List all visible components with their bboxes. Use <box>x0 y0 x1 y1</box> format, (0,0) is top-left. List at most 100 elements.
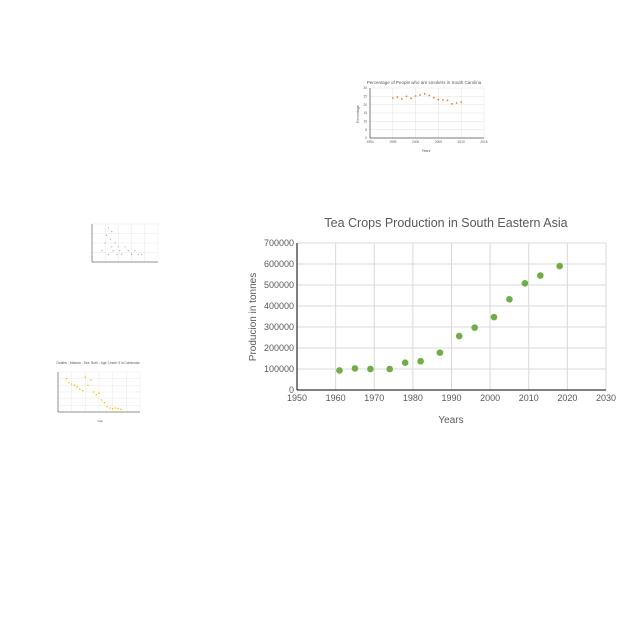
tea-data-point <box>336 367 343 374</box>
deaths-plot <box>57 371 141 413</box>
deaths-data-point <box>92 391 95 393</box>
tea-data-point <box>367 365 374 373</box>
tea-data-point <box>521 280 529 287</box>
smokers-x-axis-label: Years <box>422 149 431 153</box>
tea-x-tick-label: 1970 <box>364 393 384 403</box>
tea-x-tick-label: 1960 <box>326 393 346 403</box>
deaths-data-point <box>76 385 78 388</box>
scatter_small-data-point <box>131 253 133 255</box>
scatter_small-data-point <box>121 253 123 255</box>
scatter_small-data-point <box>119 250 121 252</box>
deaths-x-axis-label: Year <box>97 419 103 423</box>
deaths-data-point <box>98 392 100 395</box>
smokers-x-tick-label: 2010 <box>458 140 465 144</box>
deaths-data-point <box>103 401 106 404</box>
scatter_small-data-point <box>127 250 129 252</box>
smokers-x-tick-label: 1995 <box>389 140 396 144</box>
deaths-data-point <box>95 393 98 396</box>
tea-x-axis-label: Years <box>438 415 463 426</box>
scatter_small-data-point <box>107 227 110 229</box>
scatter-small-chart <box>91 223 159 263</box>
tea-x-tick-label: 2010 <box>519 393 539 403</box>
smokers-chart-title: Percentage of People who are smokers in … <box>367 80 482 85</box>
deaths-data-point <box>70 383 73 385</box>
smokers-data-point <box>423 92 426 95</box>
deaths-data-point <box>100 399 103 401</box>
smokers-x-tick-label: 2015 <box>480 140 487 144</box>
smokers-x-tick-label: 2000 <box>412 140 419 144</box>
smokers-y-tick-label: 0 <box>365 136 367 140</box>
smokers-data-point <box>396 96 399 99</box>
scatter_small-data-point <box>111 246 113 248</box>
tea-x-tick-label: 1990 <box>441 393 461 403</box>
smokers-y-tick-label: 10 <box>363 119 367 123</box>
tea-y-tick-label: 600000 <box>264 259 294 269</box>
deaths-data-point <box>117 407 119 410</box>
smokers-data-point <box>428 94 431 97</box>
smokers-y-tick-label: 20 <box>363 103 367 107</box>
scatter_small-data-point <box>140 253 143 255</box>
smokers-data-point <box>442 99 444 101</box>
smokers-data-point <box>432 96 435 99</box>
smokers-data-point <box>419 94 422 96</box>
smokers-data-point <box>446 99 449 102</box>
scatter_small-data-point <box>124 246 126 248</box>
tea-data-point <box>436 349 444 356</box>
deaths-data-point <box>111 407 114 410</box>
deaths-data-point <box>81 389 84 392</box>
deaths-data-point <box>120 408 122 411</box>
tea-data-point <box>351 365 359 372</box>
scatter_small-data-point <box>137 253 139 255</box>
smokers-data-point <box>460 101 463 104</box>
deaths-data-point <box>68 381 70 384</box>
scatter_small-data-point <box>105 234 108 236</box>
deaths-data-point <box>73 384 76 387</box>
deaths-data-point <box>65 377 67 380</box>
deaths-data-point <box>87 384 89 387</box>
tea-y-tick-label: 300000 <box>264 322 294 332</box>
smokers-y-tick-label: 5 <box>365 128 367 132</box>
scatter_small-data-point <box>114 242 116 244</box>
tea-chart: Tea Crops Production in South Eastern As… <box>248 216 616 426</box>
scatter_small-data-point <box>117 246 119 248</box>
deaths-data-point <box>84 376 87 379</box>
smokers-data-point <box>391 97 394 99</box>
tea-x-tick-label: 1950 <box>287 393 307 403</box>
deaths-data-point <box>109 407 111 409</box>
scatter_small-data-point <box>134 250 136 252</box>
tea-y-axis-label: Producion in tonnes <box>248 273 259 361</box>
tea-x-tick-label: 2000 <box>480 393 500 403</box>
tea-data-point <box>556 262 563 270</box>
tea-x-tick-label: 2020 <box>557 393 577 403</box>
scatter_small-data-point <box>112 250 114 252</box>
smokers-x-tick-label: 1990 <box>366 140 373 144</box>
tea-y-tick-label: 500000 <box>264 280 294 290</box>
smokers-data-point <box>401 97 403 100</box>
scatter-small-plot <box>91 223 159 263</box>
tea-plot: 1950 1960 1970 1980 1990 2000 2010 2020 2030 0 100… <box>264 238 616 403</box>
tea-data-point <box>471 324 478 331</box>
tea-y-tick-label: 200000 <box>264 343 294 353</box>
deaths-chart-title: Deaths - Malaria - Sex: Both - Age: Unde… <box>56 361 139 365</box>
smokers-x-tick-label: 2005 <box>435 140 442 144</box>
smokers-data-point <box>451 102 453 105</box>
tea-x-tick-label: 2030 <box>596 393 616 403</box>
tea-chart-title: Tea Crops Production in South Eastern As… <box>324 216 567 230</box>
smokers-y-tick-label: 25 <box>363 94 367 98</box>
smokers-data-point <box>405 95 408 98</box>
scatter_small-data-point <box>107 253 110 255</box>
smokers-y-axis-label: Percentage <box>356 105 360 123</box>
scatter_small-data-point <box>104 242 106 244</box>
deaths-data-point <box>114 407 117 409</box>
smokers-data-point <box>414 95 417 97</box>
tea-data-point <box>401 359 409 366</box>
scatter_small-data-point <box>116 253 118 255</box>
scatter_small-data-point <box>101 250 103 252</box>
tea-data-point <box>490 313 498 321</box>
smokers-data-point <box>437 98 440 101</box>
scatter_small-data-point <box>109 238 112 240</box>
smokers-y-tick-label: 15 <box>363 111 367 115</box>
tea-data-point <box>417 357 424 365</box>
smokers-data-point <box>410 97 412 100</box>
tea-y-tick-label: 400000 <box>264 301 294 311</box>
